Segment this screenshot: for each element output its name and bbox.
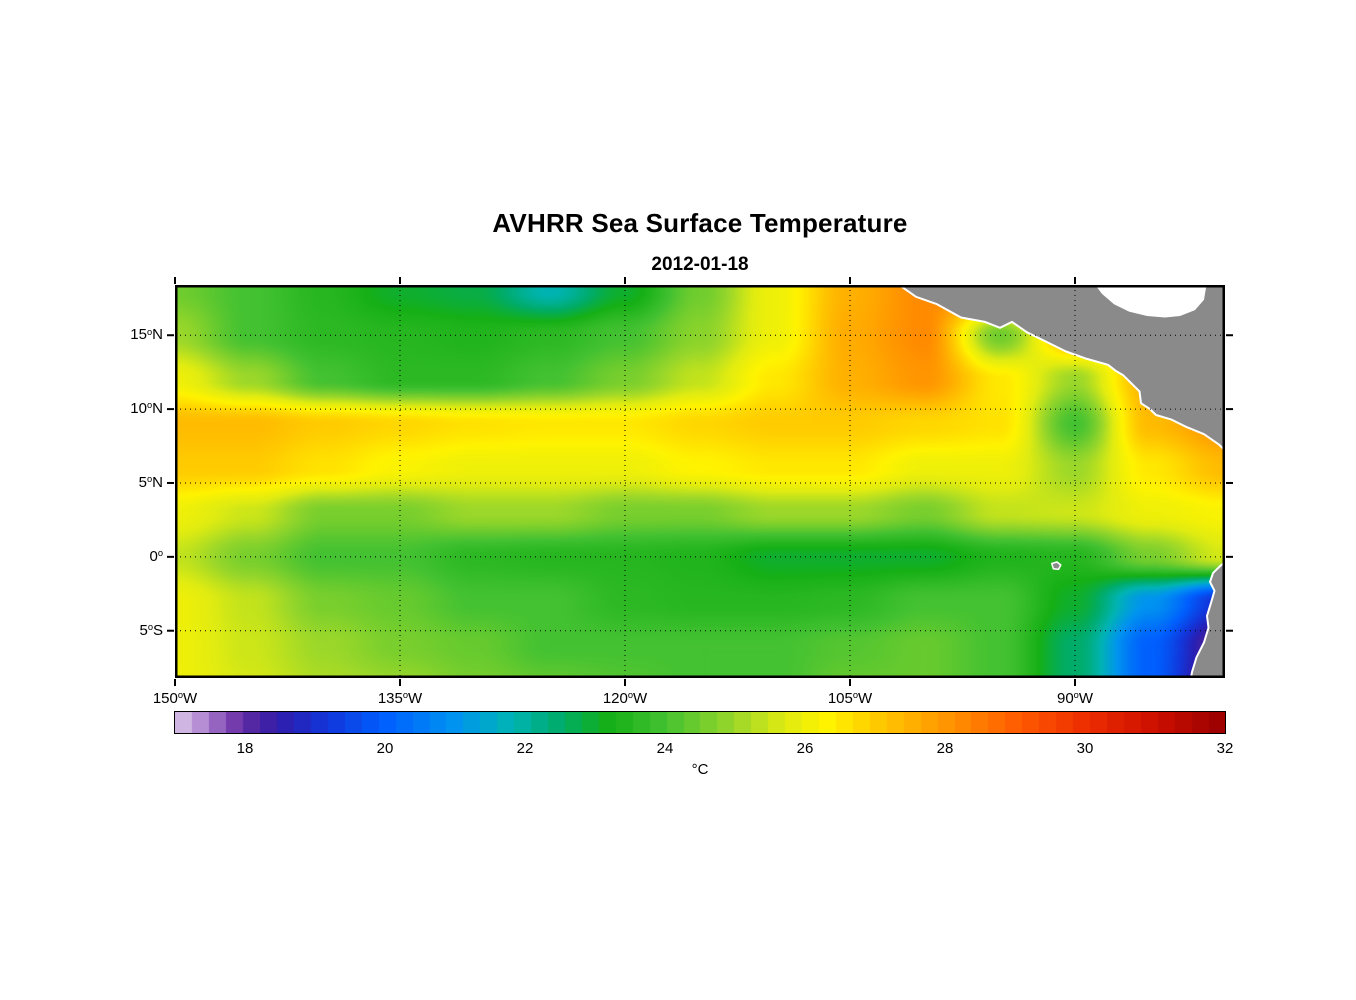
land-middle-america — [897, 285, 1225, 452]
y-tick-label: 0o — [149, 547, 163, 565]
colorbar-tick-label: 18 — [236, 740, 254, 757]
y-tick-label: 5oS — [139, 621, 163, 639]
colorbar-units-label: °C — [691, 761, 709, 778]
land-galapagos-island — [1051, 561, 1062, 571]
x-tick-label: 120oW — [602, 690, 648, 707]
y-tick-label: 5oN — [138, 473, 163, 491]
x-tick-label: 135oW — [377, 690, 423, 707]
colorbar-tick-label: 30 — [1076, 740, 1094, 757]
map-plot-area — [175, 285, 1225, 678]
land-south-america — [1189, 560, 1225, 678]
plot-border — [175, 285, 1225, 678]
x-tick-label: 90oW — [1056, 690, 1094, 707]
colorbar — [174, 711, 1226, 734]
sst-heatmap-canvas — [175, 285, 1225, 678]
colorbar-tick-label: 22 — [516, 740, 534, 757]
colorbar-tick-label: 28 — [936, 740, 954, 757]
no-data-caribbean-region — [1095, 285, 1207, 318]
colorbar-tick-label: 24 — [656, 740, 674, 757]
colorbar-tick-label: 32 — [1216, 740, 1234, 757]
colorbar-gradient — [175, 712, 1225, 733]
x-tick-label: 150oW — [152, 690, 198, 707]
y-tick-label: 10oN — [130, 400, 163, 418]
chart-title: AVHRR Sea Surface Temperature — [492, 208, 908, 238]
chart-date: 2012-01-18 — [651, 254, 749, 275]
colorbar-tick-label: 20 — [376, 740, 394, 757]
colorbar-tick-label: 26 — [796, 740, 814, 757]
y-tick-label: 15oN — [130, 326, 163, 344]
x-tick-label: 105oW — [827, 690, 873, 707]
map-overlay — [175, 285, 1225, 678]
